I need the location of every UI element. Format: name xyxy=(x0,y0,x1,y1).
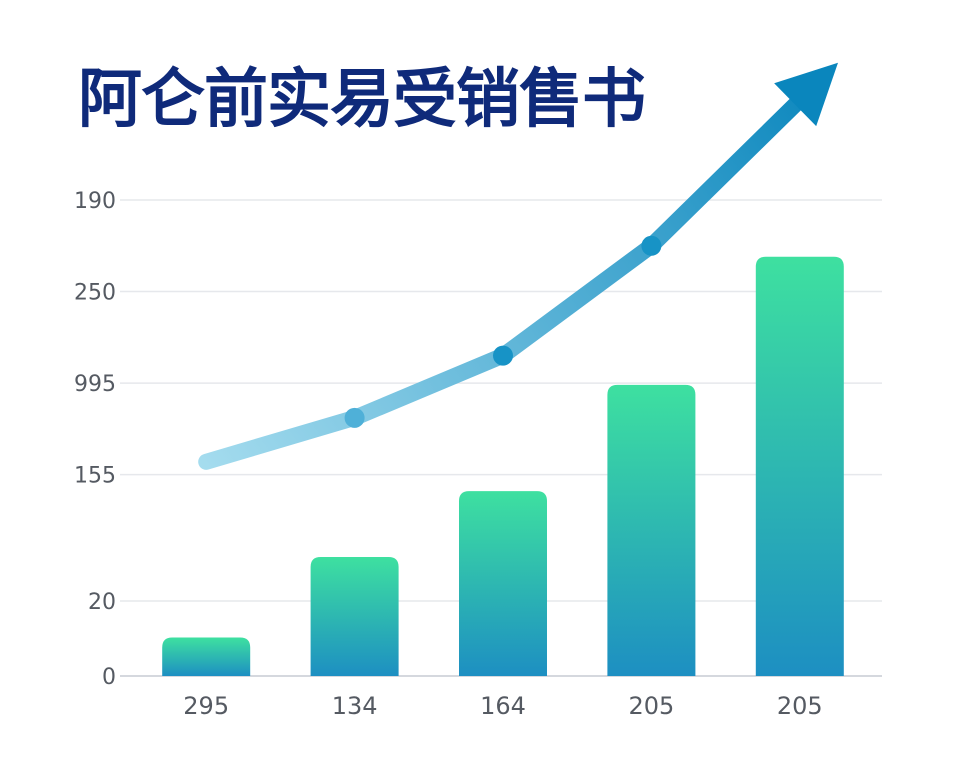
chart-title: 阿仑前实易受销售书 xyxy=(78,63,646,137)
y-tick-label: 20 xyxy=(88,590,116,615)
x-tick-label: 205 xyxy=(777,692,823,720)
y-tick-label: 995 xyxy=(74,372,116,397)
trend-line xyxy=(198,62,838,470)
y-tick-label: 0 xyxy=(102,665,116,690)
y-tick-label: 155 xyxy=(74,464,116,489)
trend-line-path xyxy=(198,92,808,470)
bar xyxy=(755,256,844,676)
bar xyxy=(310,557,399,676)
x-tick-label: 205 xyxy=(628,692,674,720)
x-tick-label: 164 xyxy=(480,692,526,720)
bar xyxy=(607,384,696,676)
bar xyxy=(162,637,251,676)
x-axis: 295 134 164 205 205 xyxy=(183,692,822,720)
x-tick-label: 134 xyxy=(332,692,378,720)
y-tick-label: 190 xyxy=(74,189,116,214)
trend-point xyxy=(344,407,365,428)
bar xyxy=(459,491,547,676)
bar-series xyxy=(162,256,844,676)
trend-point xyxy=(641,235,662,256)
y-axis: 0 20 155 995 250 190 xyxy=(74,189,116,690)
y-tick-label: 250 xyxy=(74,281,116,306)
trend-point xyxy=(493,345,513,366)
x-tick-label: 295 xyxy=(183,692,229,720)
trend-arrow-head xyxy=(774,62,838,127)
